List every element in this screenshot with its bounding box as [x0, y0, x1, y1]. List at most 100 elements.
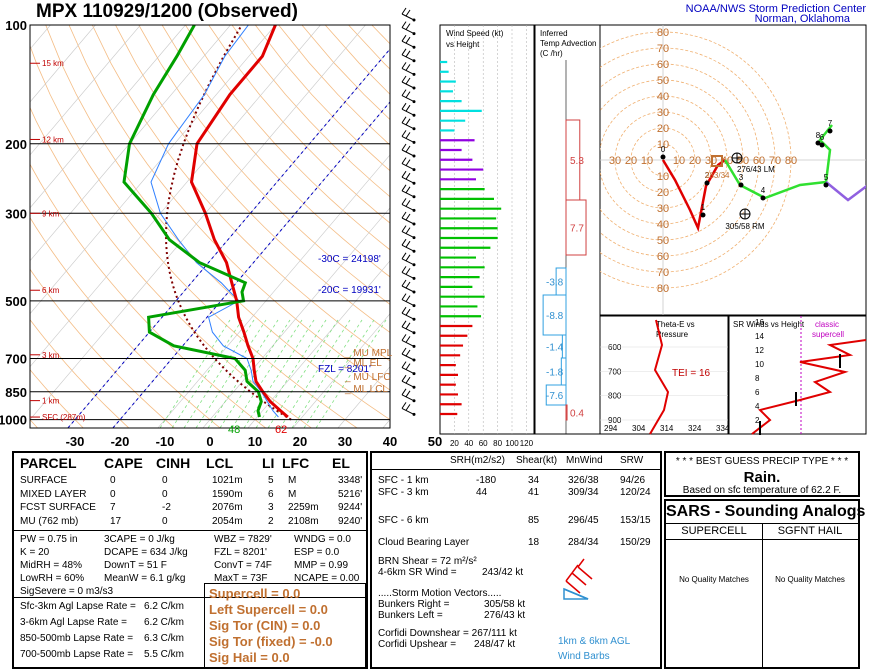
kinematic-cell: 326/38 — [568, 475, 599, 486]
srw-legend-2: supercell — [812, 330, 844, 339]
wind-barb-staff — [401, 353, 415, 361]
advection-title-1: Inferred — [540, 29, 568, 38]
isotherm — [30, 25, 276, 315]
srw-46-label: 4-6km SR Wind = — [378, 567, 457, 578]
wind-barb-staff — [401, 95, 415, 103]
parcel-cell: 5 — [268, 475, 274, 486]
mixing-ratio-line — [183, 319, 255, 428]
wind-barb-staff — [401, 203, 415, 211]
wind-barb-dot — [412, 168, 416, 172]
thermo-index: K = 20 — [20, 547, 50, 558]
wind-barb-staff — [401, 339, 415, 347]
thermo-index: SigSevere = 0 m3/s3 — [20, 586, 114, 597]
parcel-cell: 0 — [110, 488, 116, 500]
theta-e-tick-label: 314 — [660, 424, 674, 433]
height-label: 9 km — [42, 209, 60, 218]
lapse-rate-value: 5.5 C/km — [144, 649, 185, 660]
thermo-index: 3CAPE = 0 J/kg — [104, 534, 175, 545]
dry-adiabat — [208, 25, 390, 224]
wind-barb-flag — [405, 186, 411, 194]
wind-barb-flag — [401, 48, 407, 56]
parcel-header: CAPE — [104, 455, 143, 471]
wind-barb-staff — [401, 81, 415, 89]
dry-adiabat — [185, 25, 390, 251]
wind-barb-flag — [405, 227, 411, 234]
hodograph-ring-label: 30 — [657, 107, 669, 119]
wind-barb-dot — [412, 263, 416, 267]
wind-barb-flag — [401, 320, 407, 328]
parcel-cell: 17 — [110, 515, 122, 527]
advection-bar — [565, 199, 587, 256]
height-label: 3 km — [42, 351, 60, 360]
hodograph-ring-label: 70 — [657, 43, 669, 55]
pressure-tick-label: 300 — [5, 206, 27, 221]
hodograph-point — [738, 182, 744, 188]
wind-barb-staff — [401, 149, 415, 157]
wind-tick-label: 20 — [450, 439, 459, 448]
wind-barb-staff — [401, 176, 415, 184]
wind-barb-flag — [401, 293, 407, 300]
srw-height-label: 14 — [755, 332, 764, 341]
wind-barb-flag — [405, 390, 411, 398]
height-label: 1 km — [42, 397, 60, 406]
composite-param: Sig Tor (fixed) = -0.0 — [209, 634, 333, 649]
parcel-header: PARCEL — [20, 455, 77, 471]
srw-46-value: 243/42 kt — [482, 567, 524, 578]
wind-barb-dot — [412, 181, 416, 185]
wind-barb-flag — [405, 336, 411, 343]
parcel-header: LFC — [282, 455, 310, 471]
wind-barb-flag — [401, 388, 407, 396]
dry-adiabat — [30, 268, 175, 428]
theta-e-tick-label: 324 — [688, 424, 702, 433]
parcel-header: LCL — [206, 455, 234, 471]
wind-barb-dot — [412, 140, 416, 144]
theta-e-pressure-label: 600 — [608, 343, 622, 352]
temperature-trace — [189, 25, 289, 419]
hodograph-ring-label: 10 — [657, 171, 669, 183]
srw-legend-1: classic — [815, 320, 839, 329]
kinematic-header: SRW — [620, 455, 644, 466]
temp-tick-label: 20 — [293, 434, 307, 449]
hodograph-ring-label: 30 — [657, 203, 669, 215]
parcel-cell: 3348' — [338, 475, 363, 486]
wind-tick-label: 80 — [493, 439, 502, 448]
annotation-parcel-level: _ MU MPL — [344, 348, 393, 359]
composite-param: Supercell = 0.0 — [209, 586, 301, 601]
srw-height-label: 10 — [755, 360, 764, 369]
wind-panel-title: Wind Speed (kt) — [446, 29, 504, 38]
wind-barb-flag — [401, 374, 407, 382]
wind-barb-flag — [405, 104, 411, 112]
wind-barb-flag — [401, 334, 407, 341]
isotherm — [0, 25, 5, 428]
wind-barb-dot — [412, 372, 416, 376]
annotation-fzl: FZL = 8201' — [318, 364, 371, 375]
srw-height-label: 4 — [755, 402, 760, 411]
skewt-frame — [29, 24, 391, 429]
pressure-tick-label: 100 — [5, 18, 27, 33]
wind-barb-staff — [401, 258, 415, 266]
parcel-cell: 2076m — [212, 502, 243, 513]
srw-height-label: 6 — [755, 388, 760, 397]
corfidi-upshear-value: 248/47 kt — [474, 639, 516, 650]
srw-frame — [728, 315, 867, 435]
parcel-cell: 9240' — [338, 515, 363, 527]
isotherm — [202, 207, 390, 428]
thermo-index: MeanW = 6.1 g/kg — [104, 573, 186, 584]
hodograph-ring-label: 50 — [657, 235, 669, 247]
wind-barb-staff — [401, 217, 415, 225]
wind-barb-flag — [401, 62, 407, 69]
storm-motion-header: .....Storm Motion Vectors..... — [378, 588, 502, 599]
thermo-divider — [14, 597, 366, 598]
hodograph-point — [819, 142, 825, 148]
advection-value: -7.6 — [546, 391, 564, 402]
barb-1km-flag — [577, 566, 593, 580]
parcel-cell: SURFACE — [20, 475, 68, 486]
wind-barb-staff — [401, 231, 415, 239]
wind-barb-flag — [405, 308, 411, 316]
annotation-30c: -30C = 24198' — [318, 254, 381, 265]
wind-barb-dot — [412, 86, 416, 90]
mixing-ratio-line — [171, 319, 243, 428]
wind-barb-dot — [412, 113, 416, 117]
advection-value: -3.8 — [546, 278, 564, 289]
pressure-tick-label: 700 — [5, 352, 27, 367]
